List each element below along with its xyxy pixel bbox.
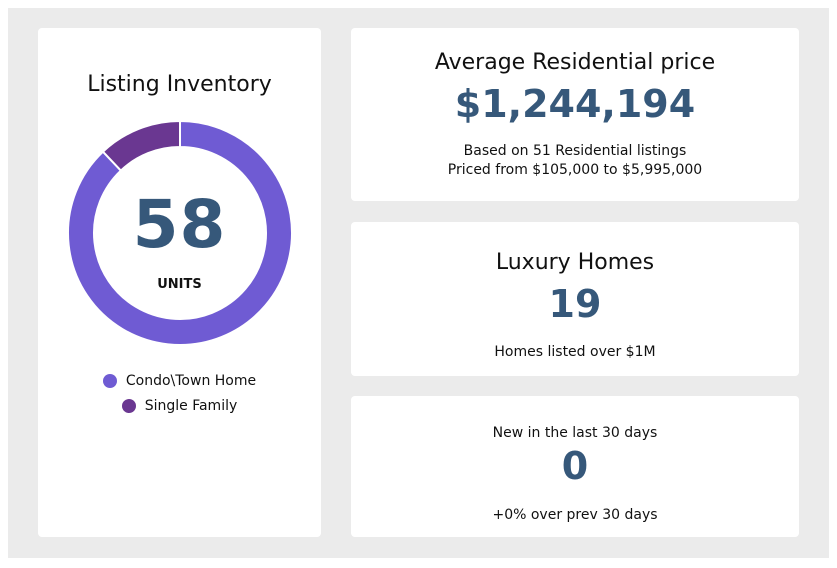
inventory-donut-chart — [68, 121, 292, 345]
legend-item-condo[interactable]: Condo\Town Home — [38, 368, 321, 393]
luxury-homes-title: Luxury Homes — [495, 250, 655, 275]
listing-inventory-title: Listing Inventory — [87, 72, 272, 97]
new-listings-value: 0 — [561, 444, 589, 488]
average-price-title: Average Residential price — [434, 50, 716, 75]
average-price-range: Priced from $105,000 to $5,995,000 — [447, 162, 703, 178]
dashboard-frame: Listing Inventory 58 UNITS Condo\Town Ho… — [8, 8, 829, 558]
luxury-homes-subtitle: Homes listed over $1M — [494, 344, 656, 360]
luxury-homes-value: 19 — [548, 282, 602, 326]
donut-slice-1[interactable] — [101, 121, 181, 172]
inventory-legend: Condo\Town Home Single Family — [38, 368, 321, 418]
donut-slice-0[interactable] — [68, 121, 292, 345]
new-listings-subtitle: +0% over prev 30 days — [492, 507, 658, 523]
legend-label-condo: Condo\Town Home — [125, 372, 257, 389]
inventory-total: 58 — [132, 186, 227, 263]
inventory-unit-label: UNITS — [157, 277, 202, 292]
legend-label-single-family: Single Family — [144, 397, 238, 414]
luxury-homes-card: Luxury Homes 19 Homes listed over $1M — [351, 222, 799, 376]
listing-inventory-card: Listing Inventory 58 UNITS Condo\Town Ho… — [38, 28, 321, 537]
legend-dot-single-family — [121, 398, 136, 413]
new-listings-card: New in the last 30 days 0 +0% over prev … — [351, 396, 799, 537]
average-price-value: $1,244,194 — [454, 82, 696, 126]
average-price-card: Average Residential price $1,244,194 Bas… — [351, 28, 799, 201]
new-listings-title: New in the last 30 days — [492, 425, 658, 441]
average-price-basis: Based on 51 Residential listings — [463, 143, 687, 159]
legend-dot-condo — [102, 373, 117, 388]
legend-item-single-family[interactable]: Single Family — [38, 393, 321, 418]
